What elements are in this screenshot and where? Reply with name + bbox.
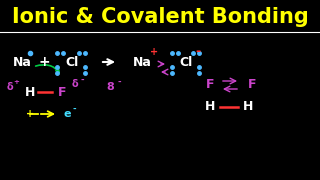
Text: Na: Na (12, 55, 31, 69)
FancyArrowPatch shape (36, 65, 59, 72)
Text: Cl: Cl (180, 55, 193, 69)
Text: H: H (205, 100, 215, 114)
Text: F: F (206, 78, 214, 91)
Text: F: F (58, 86, 66, 98)
Text: F: F (248, 78, 256, 91)
Text: 8: 8 (106, 82, 114, 92)
Text: -: - (72, 105, 76, 114)
Text: +: + (26, 109, 34, 119)
Text: δ: δ (7, 82, 13, 92)
Text: H: H (25, 86, 35, 98)
Text: -: - (117, 78, 121, 87)
Text: -: - (80, 75, 84, 84)
Text: Na: Na (132, 55, 151, 69)
Text: -: - (196, 46, 201, 58)
Text: +: + (13, 79, 19, 85)
Text: H: H (243, 100, 253, 114)
Text: Ionic & Covalent Bonding: Ionic & Covalent Bonding (12, 7, 308, 27)
Text: Cl: Cl (65, 55, 79, 69)
Text: +: + (150, 47, 158, 57)
Text: e: e (63, 109, 71, 119)
Text: +: + (38, 55, 50, 69)
Text: δ: δ (72, 79, 78, 89)
